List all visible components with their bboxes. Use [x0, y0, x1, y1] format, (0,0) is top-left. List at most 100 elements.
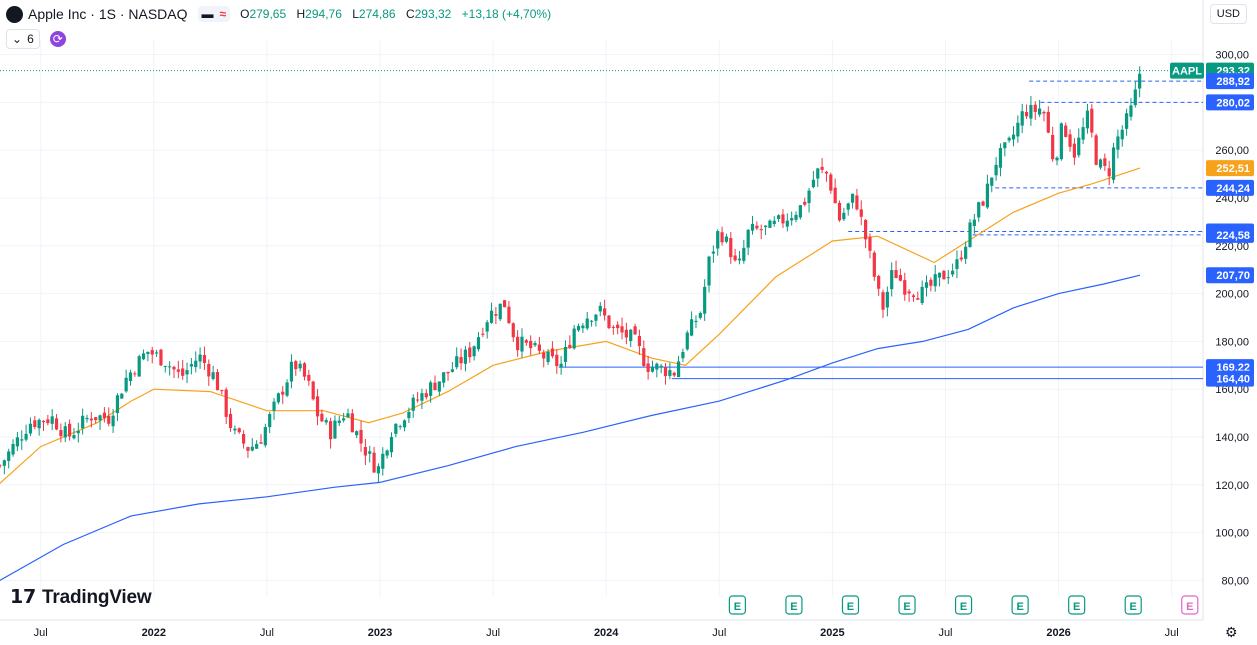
candle-down — [207, 363, 211, 377]
candle-up — [546, 351, 550, 363]
candle-down — [616, 324, 620, 329]
candle-up — [498, 303, 502, 320]
candle-down — [415, 399, 420, 401]
earnings-glyph: E — [960, 601, 967, 613]
candle-up — [198, 354, 202, 362]
x-tick-label: Jul — [260, 627, 274, 639]
candle-up — [381, 453, 385, 469]
candle-up — [937, 272, 942, 278]
currency-selector[interactable]: USD — [1209, 4, 1247, 24]
tradingview-logo[interactable]: 𝟭𝟳 TradingView — [10, 586, 152, 609]
candle-up — [694, 320, 698, 323]
candle-down — [159, 349, 163, 366]
candle-up — [233, 428, 237, 431]
candle-down — [529, 340, 533, 349]
candle-up — [1081, 127, 1085, 140]
candle-up — [402, 420, 407, 428]
symbol-title[interactable]: Apple Inc · 1S · NASDAQ — [28, 6, 188, 22]
candle-up — [389, 437, 394, 453]
candle-up — [846, 203, 850, 210]
candle-up — [72, 435, 76, 439]
candle-up — [272, 401, 276, 411]
candle-down — [246, 447, 250, 451]
candle-up — [28, 423, 33, 434]
candle-up — [141, 353, 146, 360]
x-tick-label: 2024 — [594, 627, 619, 639]
candle-up — [807, 190, 811, 204]
candle-up — [676, 361, 681, 378]
candle-down — [620, 326, 624, 333]
candle-down — [507, 306, 511, 324]
moving-averages — [0, 167, 1141, 581]
tradingview-mark-icon: 𝟭𝟳 — [10, 587, 37, 608]
candle-down — [929, 279, 933, 286]
time-axis[interactable]: Jul 2022 Jul 2023 Jul 2024 Jul 2025 Jul 2026 Jul — [34, 627, 1179, 639]
candle-up — [194, 360, 198, 368]
candle-up — [355, 431, 359, 436]
y-tick-label: 120,00 — [1215, 480, 1249, 492]
earnings-marker — [898, 595, 916, 615]
x-tick-label: Jul — [1165, 627, 1179, 639]
candle-down — [281, 391, 285, 395]
candle-down — [315, 396, 320, 417]
candle-up — [268, 414, 272, 428]
candle-up — [785, 220, 789, 227]
candle-up — [411, 397, 415, 411]
indicators-toggle[interactable]: ⌄ 6 — [6, 29, 40, 49]
candle-up — [442, 372, 446, 383]
candle-up — [385, 450, 389, 456]
candle-up — [211, 372, 215, 379]
candle-up — [472, 346, 476, 357]
candle-down — [241, 434, 246, 444]
close-value: 293,32 — [414, 7, 452, 21]
settings-gear-icon[interactable]: ⚙ — [1225, 624, 1238, 640]
candle-up — [777, 215, 781, 219]
y-tick-label: 260,00 — [1215, 145, 1249, 157]
price-axis[interactable]: 80,00 100,00 120,00 140,00 160,00 180,00 200,0… — [1170, 50, 1254, 588]
candle-up — [964, 246, 968, 259]
candle-down — [107, 415, 111, 424]
candle-down — [537, 344, 541, 351]
low-key: L — [352, 7, 359, 21]
candle-up — [994, 164, 998, 176]
candle-down — [176, 369, 180, 372]
x-tick-label: 2022 — [142, 627, 166, 639]
chart-status-pill[interactable]: ▬ ≈ — [197, 6, 231, 22]
candle-up — [1129, 105, 1133, 117]
candle-down — [67, 423, 72, 437]
candle-up — [794, 214, 798, 220]
candle-up — [968, 222, 972, 247]
candle-up — [154, 352, 159, 354]
candle-up — [1116, 136, 1120, 150]
candle-down — [133, 373, 137, 375]
candle-up — [1055, 157, 1059, 161]
candle-up — [342, 418, 346, 421]
refresh-icon[interactable]: ⟳ — [49, 31, 66, 47]
apple-logo-icon — [6, 5, 23, 23]
candle-up — [951, 270, 955, 275]
candle-up — [594, 314, 598, 321]
candle-up — [489, 310, 494, 323]
candle-up — [398, 426, 402, 428]
candle-down — [1064, 125, 1068, 137]
candle-up — [946, 277, 950, 279]
price-label: 244,24 — [1216, 183, 1251, 195]
minus-icon: ▬ — [201, 7, 214, 21]
candle-down — [872, 252, 876, 277]
x-tick-label: Jul — [938, 627, 952, 639]
candle-up — [1133, 89, 1137, 106]
candle-down — [172, 366, 176, 370]
symbol-header: Apple Inc · 1S · NASDAQ ▬ ≈ O279,65 H294… — [6, 4, 558, 24]
candle-up — [1016, 122, 1020, 137]
indicator-count: 6 — [27, 32, 34, 46]
chevron-down-icon: ⌄ — [12, 32, 23, 46]
candle-up — [1038, 108, 1042, 115]
candle-up — [376, 466, 381, 474]
candle-up — [890, 270, 894, 290]
candle-down — [898, 274, 903, 281]
candle-down — [646, 363, 650, 372]
candle-up — [163, 365, 167, 367]
earnings-marker — [1011, 595, 1029, 615]
